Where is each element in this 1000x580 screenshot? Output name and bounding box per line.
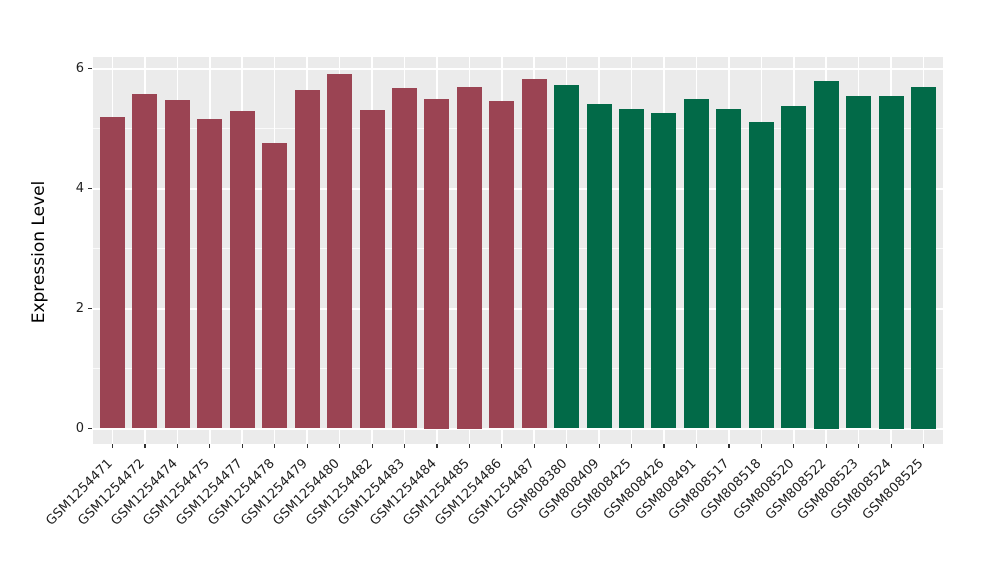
gridline-minor — [93, 368, 943, 369]
y-tick-label: 4 — [75, 180, 84, 196]
plot-panel — [93, 57, 943, 444]
x-tick-mark — [144, 444, 146, 448]
x-tick-mark — [760, 444, 762, 448]
x-tick-mark — [306, 444, 308, 448]
bar-GSM808523 — [846, 96, 872, 429]
bar-GSM1254485 — [456, 86, 482, 429]
bar-GSM1254471 — [99, 117, 125, 429]
x-tick-mark — [468, 444, 471, 448]
bar-GSM808491 — [683, 99, 709, 429]
x-tick-mark — [598, 444, 600, 448]
x-tick-mark — [403, 444, 406, 448]
bar-GSM1254487 — [521, 79, 547, 429]
bar-GSM1254475 — [197, 118, 223, 429]
x-tick-mark — [695, 444, 698, 448]
x-tick-mark — [728, 444, 730, 448]
bar-GSM808426 — [651, 112, 677, 429]
bar-GSM808380 — [554, 85, 580, 429]
x-tick-mark — [793, 444, 795, 448]
gridline-minor — [93, 248, 943, 249]
bar-GSM1254484 — [424, 98, 450, 429]
gridline-major — [93, 67, 943, 70]
bar-GSM808425 — [619, 109, 645, 429]
x-tick-mark — [241, 444, 243, 448]
y-tick-mark — [88, 428, 92, 430]
x-tick-mark — [274, 444, 276, 448]
y-tick-label: 0 — [75, 420, 84, 436]
bar-GSM1254483 — [391, 88, 417, 429]
x-tick-mark — [501, 444, 503, 448]
x-tick-mark — [339, 444, 341, 448]
bar-GSM1254480 — [327, 73, 353, 429]
x-tick-mark — [825, 444, 827, 448]
bar-GSM808517 — [716, 109, 742, 429]
bar-GSM808525 — [911, 86, 937, 429]
bar-GSM1254486 — [489, 100, 515, 429]
y-tick-mark — [88, 308, 92, 310]
bar-GSM1254482 — [359, 109, 385, 429]
y-axis-title: Expression Level — [29, 180, 49, 324]
x-tick-mark — [436, 444, 438, 448]
x-tick-mark — [858, 444, 860, 448]
bar-GSM1254478 — [262, 142, 288, 429]
x-tick-mark — [371, 444, 373, 448]
x-tick-mark — [890, 444, 892, 448]
x-tick-mark — [663, 444, 665, 448]
y-tick-label: 6 — [75, 60, 84, 76]
bar-GSM808524 — [878, 95, 904, 429]
gridline-minor — [93, 128, 943, 129]
x-tick-mark — [209, 444, 211, 448]
bar-GSM1254477 — [229, 111, 255, 429]
bar-GSM1254474 — [164, 100, 190, 429]
x-tick-mark — [566, 444, 568, 448]
bar-GSM808520 — [781, 105, 807, 429]
y-tick-mark — [88, 188, 92, 190]
gridline-major — [93, 307, 943, 310]
x-tick-mark — [923, 444, 925, 448]
y-tick-mark — [88, 68, 92, 70]
gridline-major — [93, 187, 943, 190]
bar-GSM808518 — [748, 121, 774, 429]
y-tick-label: 2 — [75, 300, 84, 316]
bar-GSM808409 — [586, 103, 612, 429]
gridline-major — [93, 427, 943, 430]
bar-GSM808522 — [813, 80, 839, 429]
bar-GSM1254479 — [294, 90, 320, 429]
x-tick-mark — [111, 444, 114, 448]
bar-GSM1254472 — [132, 94, 158, 429]
x-tick-mark — [176, 444, 179, 448]
x-tick-mark — [533, 444, 535, 448]
x-tick-mark — [631, 444, 633, 448]
